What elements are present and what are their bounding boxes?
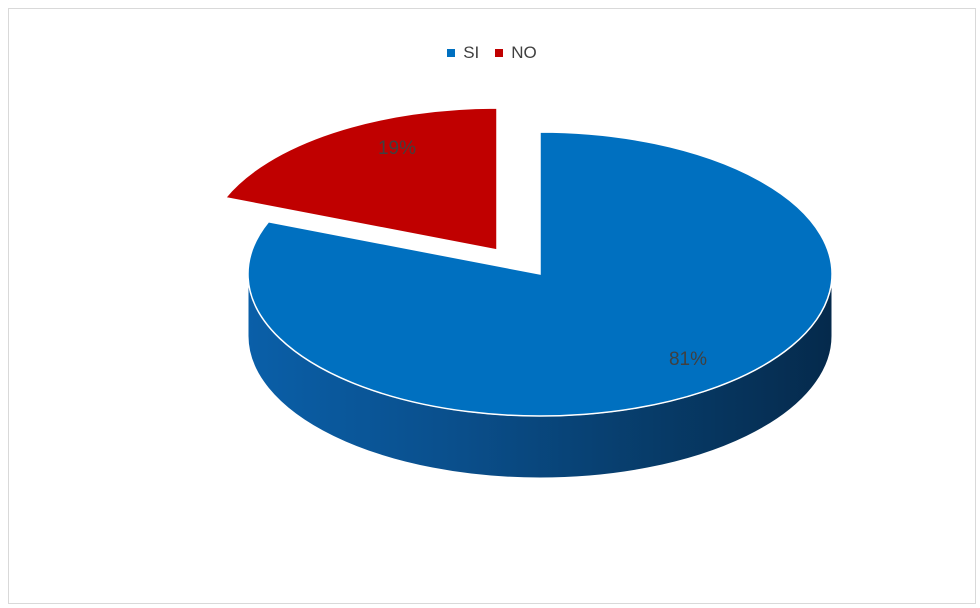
pie-slice-no xyxy=(224,107,498,251)
legend-swatch-no xyxy=(495,49,504,57)
legend-label-si: SI xyxy=(463,43,480,62)
legend-label-no: NO xyxy=(511,43,537,62)
pie-slice-si xyxy=(247,131,833,417)
data-label-si: 81% xyxy=(669,349,707,370)
legend-swatch-si xyxy=(447,49,456,57)
legend-entry-si: SI xyxy=(447,43,479,63)
chart-legend: SI NO xyxy=(9,43,975,63)
legend-entry-no: NO xyxy=(495,43,537,63)
data-label-no: 19% xyxy=(378,138,416,159)
